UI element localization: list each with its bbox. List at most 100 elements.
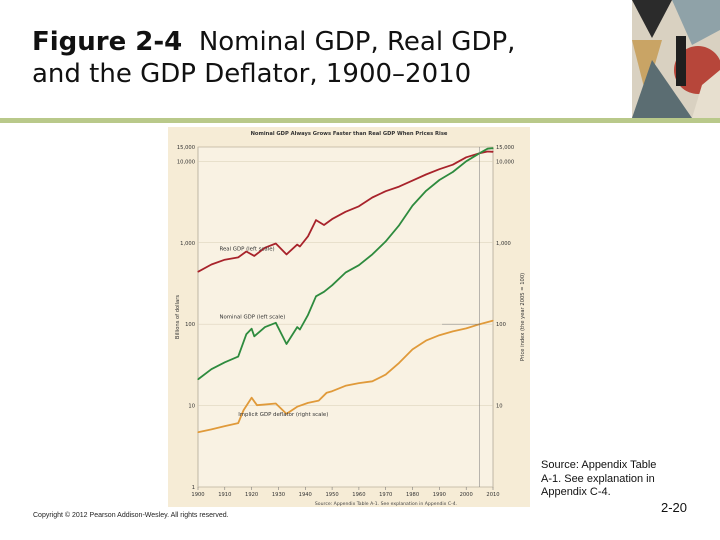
series-1-point: [224, 259, 226, 261]
series-1-point: [285, 253, 288, 255]
series-1-point: [237, 256, 239, 259]
series-2-point: [197, 378, 199, 380]
series-1-point: [438, 168, 440, 170]
y-axis-right-label: Price index (the year 2005 = 100): [520, 273, 526, 361]
series-1-point: [487, 150, 489, 153]
series-3-point: [452, 330, 454, 333]
x-tick-label: 1960: [352, 492, 365, 498]
source-note: Source: Appendix Table A-1. See explanat…: [541, 459, 657, 498]
series-2-point: [210, 368, 213, 370]
x-tick-label: 2010: [486, 492, 499, 498]
y-axis-left-label: Billions of dollars: [175, 295, 181, 339]
y-tick-left-label: 1: [192, 485, 195, 491]
series-3-point: [242, 409, 245, 411]
y-tick-left-label: 15,000: [177, 145, 195, 151]
series-3-point: [492, 319, 494, 322]
series-3-point: [197, 431, 199, 433]
series-label-1: Real GDP (left scale): [219, 247, 274, 253]
series-3-point: [296, 406, 298, 408]
y-tick-left-label: 10,000: [177, 159, 195, 165]
chart-source-note: Source: Appendix Table A-1. See explanat…: [315, 501, 457, 507]
slide-title-line-2: and the GDP Deflator, 1900–2010: [32, 59, 472, 89]
gdp-line-chart: 1 10 100 1,000 10,000 15,000 10 100 1,000 10,000 1…: [175, 131, 526, 507]
series-1-point: [275, 242, 277, 245]
series-1-point: [197, 271, 199, 273]
series-2-point: [299, 328, 301, 331]
y-tick-right-label: 15,000: [496, 145, 514, 151]
series-line-3: [197, 319, 494, 434]
series-3-point: [438, 334, 440, 336]
slide-title-line-1: Figure 2-4 Nominal GDP, Real GDP,: [32, 27, 515, 57]
series-1-point: [452, 164, 454, 166]
series-3-point: [371, 380, 373, 382]
series-2-point: [264, 326, 266, 328]
x-tick-label: 1980: [406, 492, 419, 498]
series-1-point: [398, 185, 400, 188]
series-1-point: [411, 179, 414, 182]
series-2-point: [411, 204, 414, 207]
series-3-point: [251, 397, 253, 399]
decorative-art-image: [632, 0, 720, 118]
x-tick-label: 1940: [299, 492, 312, 498]
series-1-point: [371, 196, 373, 199]
series-2-point: [296, 326, 298, 328]
series-3-point: [210, 428, 213, 430]
series-2-point: [371, 253, 373, 255]
series-3-point: [237, 422, 239, 424]
copyright-text: Copyright © 2012 Pearson Addison-Wesley.…: [33, 512, 229, 519]
chart-title: Nominal GDP Always Grows Faster than Rea…: [251, 131, 448, 137]
series-3-point: [425, 340, 427, 342]
series-2-point: [425, 190, 427, 192]
series-2-point: [315, 295, 317, 297]
series-1-point: [358, 205, 360, 207]
x-tick-label: 1970: [379, 492, 392, 498]
series-3-point: [358, 382, 360, 384]
series-2-point: [245, 333, 247, 335]
series-3-point: [398, 362, 400, 364]
y-tick-right-label: 10,000: [496, 159, 514, 165]
x-tick-label: 1930: [272, 492, 285, 498]
y-tick-right-label: 100: [496, 322, 506, 328]
series-2-point: [224, 361, 226, 363]
x-tick-label: 1990: [433, 492, 446, 498]
series-1-point: [315, 219, 317, 221]
series-label-3: Implicit GDP deflator (right scale): [238, 412, 328, 418]
x-tick-label: 1920: [245, 492, 258, 498]
series-2-point: [398, 224, 400, 226]
series-3-point: [411, 348, 414, 350]
series-1-point: [465, 156, 467, 158]
x-tick-label: 2000: [460, 492, 473, 498]
y-tick-left-label: 10: [188, 404, 195, 410]
series-1-point: [245, 250, 247, 253]
series-2-point: [438, 179, 440, 181]
series-2-point: [237, 355, 239, 358]
title-text: Nominal GDP, Real GDP,: [198, 27, 516, 57]
series-2-point: [285, 343, 288, 345]
series-1-point: [331, 218, 333, 220]
series-2-point: [253, 335, 255, 337]
series-3-point: [224, 425, 226, 427]
series-1-point: [307, 235, 309, 237]
y-tick-right-label: 1,000: [496, 241, 511, 247]
series-2-point: [307, 314, 309, 316]
series-2-point: [331, 284, 333, 286]
plot-area: [197, 146, 494, 488]
series-3-point: [385, 374, 387, 376]
series-1-point: [323, 224, 325, 226]
series-1-point: [344, 211, 347, 213]
series-2-point: [358, 264, 360, 266]
x-tick-label: 1910: [218, 492, 231, 498]
series-line-1: [197, 150, 494, 273]
series-3-point: [256, 404, 258, 406]
series-2-point: [323, 291, 325, 293]
series-1-point: [210, 263, 213, 266]
series-3-point: [307, 402, 309, 404]
series-3-point: [285, 413, 288, 415]
x-tick-label: 1900: [191, 492, 204, 498]
series-1-point: [253, 255, 255, 257]
series-1-point: [299, 245, 301, 248]
series-label-2: Nominal GDP (left scale): [219, 314, 285, 320]
series-2-point: [465, 160, 467, 162]
series-3-point: [318, 400, 320, 402]
series-2-point: [492, 147, 494, 149]
